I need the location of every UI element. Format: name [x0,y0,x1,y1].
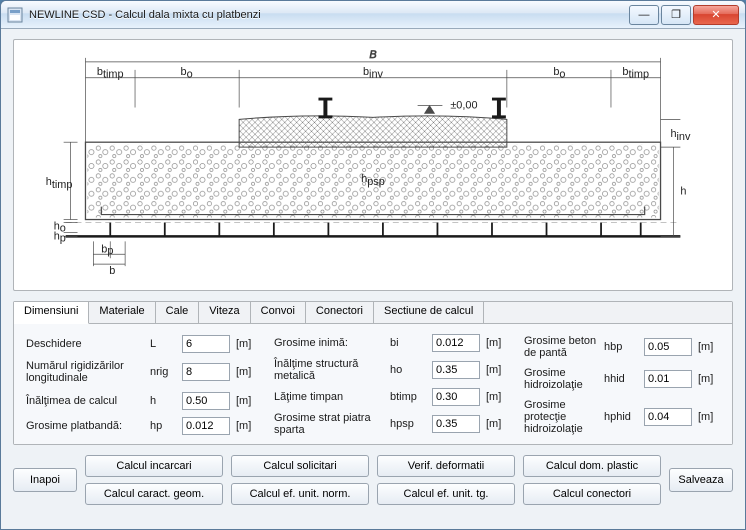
svg-text:±0,00: ±0,00 [450,99,477,111]
field-sym: hbp [604,341,638,353]
field-label: Grosime protecţie hidroizolaţie [524,399,598,435]
cross-section-diagram: B btimp bo binv bo btimp [13,39,733,291]
back-button[interactable]: Inapoi [13,468,77,492]
field-unit: [m] [698,373,720,385]
tab-convoi[interactable]: Convoi [251,302,306,323]
svg-text:h: h [680,186,686,198]
field-label: Numărul rigidizărilor longitudinale [26,360,144,384]
btn-calcul-ef-unit-tg[interactable]: Calcul ef. unit. tg. [377,483,515,505]
svg-text:htimp: htimp [46,176,73,191]
field-sym: hp [150,420,176,432]
field-sym: hhid [604,373,638,385]
field-unit: [m] [698,341,720,353]
svg-text:btimp: btimp [622,66,649,81]
field-label: Grosime hidroizolaţie [524,367,598,391]
svg-text:btimp: btimp [97,66,124,81]
tab-sectiune[interactable]: Sectiune de calcul [374,302,484,323]
action-buttons: Calcul incarcari Calcul solicitari Verif… [85,455,661,505]
tab-materiale[interactable]: Materiale [89,302,155,323]
field-label: Grosime beton de pantă [524,335,598,359]
svg-text:bo: bo [553,66,565,81]
tab-conectori[interactable]: Conectori [306,302,374,323]
btn-calcul-conectori[interactable]: Calcul conectori [523,483,661,505]
tab-cale[interactable]: Cale [156,302,200,323]
tab-viteza[interactable]: Viteza [199,302,250,323]
input-hp[interactable] [182,417,230,435]
svg-text:B: B [369,49,376,61]
input-bi[interactable] [432,334,480,352]
btn-calcul-incarcari[interactable]: Calcul incarcari [85,455,223,477]
field-unit: [m] [698,411,720,423]
input-L[interactable] [182,335,230,353]
titlebar: NEWLINE CSD - Calcul dala mixta cu platb… [1,1,745,29]
field-label: Grosime inimă: [274,337,384,349]
input-hphid[interactable] [644,408,692,426]
input-nrig[interactable] [182,363,230,381]
field-unit: [m] [236,338,258,350]
btn-calcul-caract-geom[interactable]: Calcul caract. geom. [85,483,223,505]
input-hhid[interactable] [644,370,692,388]
maximize-button[interactable]: ❐ [661,5,691,25]
field-label: Înălţimea de calcul [26,395,144,407]
svg-text:bo: bo [181,66,193,81]
input-h[interactable] [182,392,230,410]
field-sym: L [150,338,176,350]
field-label: Grosime platbandă: [26,420,144,432]
fields-col3: Grosime beton de pantă hbp [m] Grosime h… [524,334,720,436]
field-sym: btimp [390,391,426,403]
input-ho[interactable] [432,361,480,379]
tab-dimensiuni[interactable]: Dimensiuni [14,302,89,324]
field-sym: hphid [604,411,638,423]
btn-calcul-ef-unit-norm[interactable]: Calcul ef. unit. norm. [231,483,369,505]
field-label: Înălţime structură metalică [274,358,384,382]
window-title: NEWLINE CSD - Calcul dala mixta cu platb… [29,9,627,21]
tab-control: Dimensiuni Materiale Cale Viteza Convoi … [13,301,733,445]
field-unit: [m] [236,420,258,432]
input-hbp[interactable] [644,338,692,356]
field-sym: bi [390,337,426,349]
svg-text:binv: binv [363,66,384,81]
svg-text:bp: bp [101,243,113,257]
field-unit: [m] [486,418,508,430]
btn-calcul-dom-plastic[interactable]: Calcul dom. plastic [523,455,661,477]
fields-col1: Deschidere L [m] Numărul rigidizărilor l… [26,334,258,436]
input-btimp[interactable] [432,388,480,406]
field-unit: [m] [236,395,258,407]
minimize-button[interactable]: — [629,5,659,25]
tab-body: Deschidere L [m] Numărul rigidizărilor l… [14,324,732,444]
field-label: Lăţime timpan [274,391,384,403]
btn-calcul-solicitari[interactable]: Calcul solicitari [231,455,369,477]
tabstrip: Dimensiuni Materiale Cale Viteza Convoi … [14,302,732,324]
field-sym: hpsp [390,418,426,430]
svg-text:b: b [109,265,115,277]
field-unit: [m] [236,366,258,378]
svg-text:hp: hp [54,230,66,244]
btn-verif-deformatii[interactable]: Verif. deformatii [377,455,515,477]
field-unit: [m] [486,337,508,349]
save-button[interactable]: Salveaza [669,468,733,492]
fields-col2: Grosime inimă: bi [m] Înălţime structură… [274,334,508,436]
field-label: Deschidere [26,338,144,350]
field-label: Grosime strat piatra sparta [274,412,384,436]
close-button[interactable]: ✕ [693,5,739,25]
field-sym: ho [390,364,426,376]
field-sym: nrig [150,366,176,378]
input-hpsp[interactable] [432,415,480,433]
svg-text:hinv: hinv [670,128,691,143]
field-sym: h [150,395,176,407]
field-unit: [m] [486,364,508,376]
app-icon [7,7,23,23]
field-unit: [m] [486,391,508,403]
